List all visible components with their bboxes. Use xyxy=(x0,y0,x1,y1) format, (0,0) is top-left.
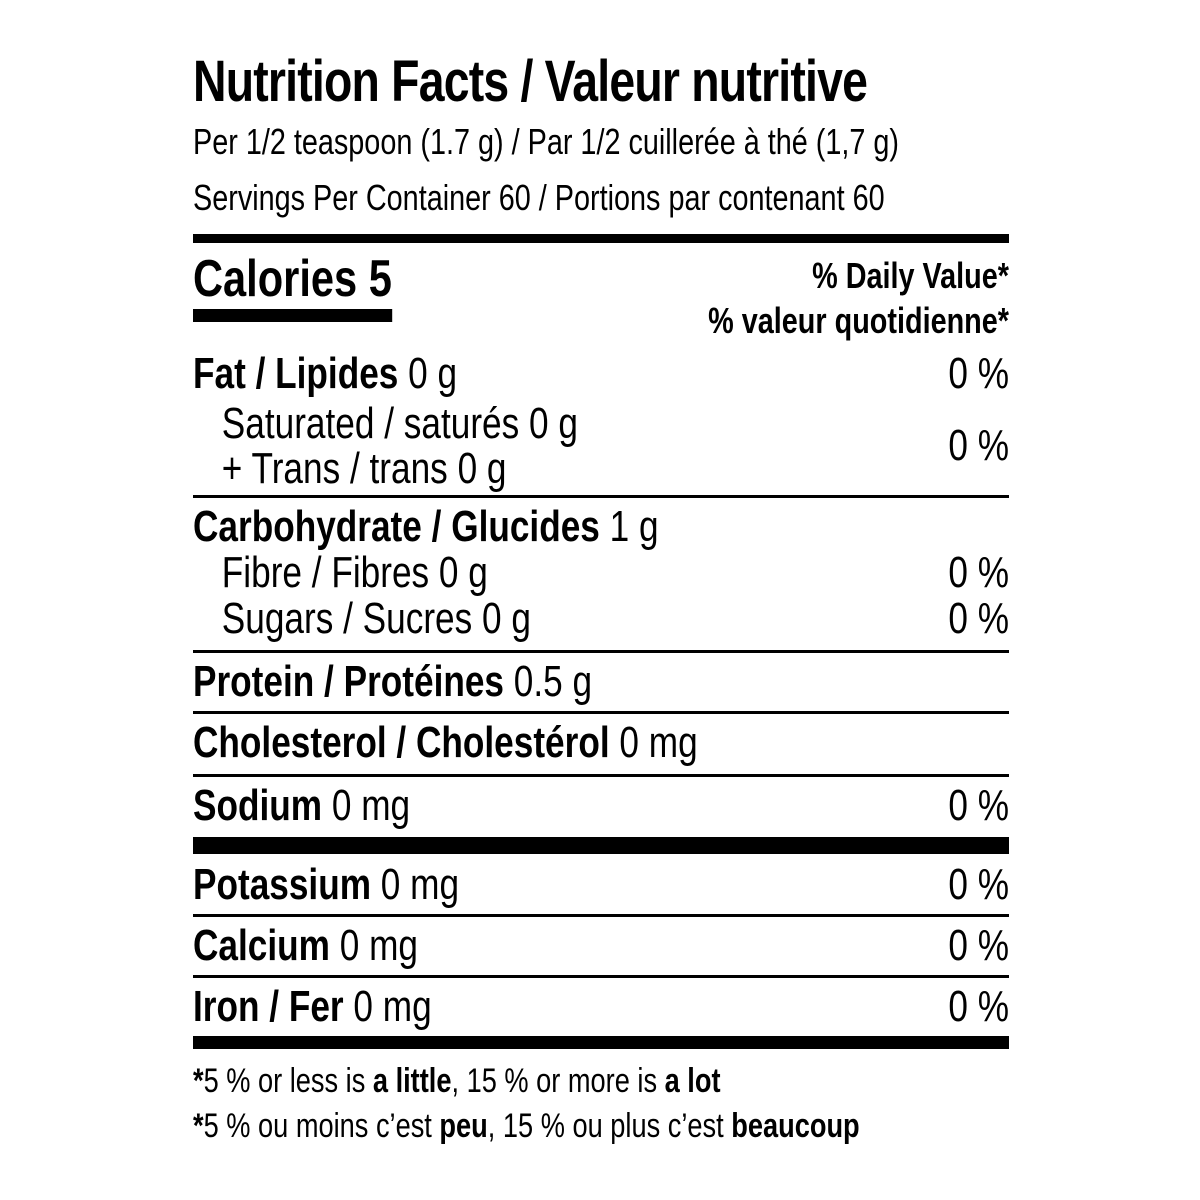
nutrient-row-carbohydrate: Carbohydrate / Glucides 1 g xyxy=(193,495,1009,550)
sodium-amount: 0 mg xyxy=(331,781,411,830)
sugars-name: Sugars / Sucres 0 g xyxy=(193,596,531,642)
nutrient-row-saturated-trans: Saturated / saturés 0 g + Trans / trans … xyxy=(193,401,1009,495)
label-title: Nutrition Facts / Valeur nutritive xyxy=(193,49,868,114)
calories-label: Calories xyxy=(193,250,358,308)
nutrient-row-fibre: Fibre / Fibres 0 g 0 % xyxy=(193,550,1009,596)
iron-amount: 0 mg xyxy=(353,982,432,1031)
calcium-daily-value: 0 % xyxy=(948,921,1009,970)
divider-thick-bottom xyxy=(193,1036,1009,1049)
saturated-trans-daily-value: 0 % xyxy=(948,421,1009,470)
carbohydrate-amount: 1 g xyxy=(609,502,659,551)
sodium-daily-value: 0 % xyxy=(948,781,1009,830)
potassium-name: Potassium 0 mg xyxy=(193,862,459,908)
footnote-fr-bold1: peu xyxy=(439,1107,488,1145)
nutrient-row-protein: Protein / Protéines 0.5 g xyxy=(193,650,1009,711)
footnote-fr-bold2: beaucoup xyxy=(731,1107,860,1145)
saturated-amount: 0 g xyxy=(529,399,578,448)
iron-label: Iron / Fer xyxy=(193,982,344,1031)
footnote-en: *5 % or less is a little, 15 % or more i… xyxy=(193,1059,1009,1104)
footnote-en-part2: , 15 % or more is xyxy=(451,1062,665,1100)
daily-value-header-en: % Daily Value* xyxy=(812,255,1009,296)
carbohydrate-name: Carbohydrate / Glucides 1 g xyxy=(193,504,659,550)
footnote-en-bold1: a little xyxy=(372,1062,452,1100)
nutrient-row-cholesterol: Cholesterol / Cholestérol 0 mg xyxy=(193,711,1009,774)
sugars-amount: 0 g xyxy=(482,594,531,643)
potassium-daily-value: 0 % xyxy=(948,860,1009,909)
potassium-amount: 0 mg xyxy=(380,860,460,909)
calories-value: Calories 5 xyxy=(193,253,392,322)
sugars-daily-value: 0 % xyxy=(948,594,1009,643)
calories-header-row: Calories 5 % Daily Value* % valeur quoti… xyxy=(193,243,1009,343)
footnote-fr-part1: 5 % ou moins c’est xyxy=(203,1107,440,1145)
fat-name: Fat / Lipides 0 g xyxy=(193,351,457,397)
fat-daily-value: 0 % xyxy=(948,349,1009,398)
potassium-label: Potassium xyxy=(193,860,372,909)
protein-label: Protein / Protéines xyxy=(193,657,505,706)
daily-value-header: % Daily Value* % valeur quotidienne* xyxy=(708,253,1009,343)
saturated-trans-names: Saturated / saturés 0 g + Trans / trans … xyxy=(193,401,578,491)
trans-label: + Trans / trans xyxy=(221,444,448,493)
iron-name: Iron / Fer 0 mg xyxy=(193,984,432,1030)
fibre-name: Fibre / Fibres 0 g xyxy=(193,550,488,596)
cholesterol-amount: 0 mg xyxy=(619,718,698,767)
nutrient-row-iron: Iron / Fer 0 mg 0 % xyxy=(193,975,1009,1036)
carbohydrate-label: Carbohydrate / Glucides xyxy=(193,502,600,551)
protein-amount: 0.5 g xyxy=(513,657,593,706)
footnote-en-star: * xyxy=(193,1062,204,1100)
footnotes: *5 % or less is a little, 15 % or more i… xyxy=(193,1059,1009,1149)
nutrient-row-fat: Fat / Lipides 0 g 0 % xyxy=(193,343,1009,401)
fibre-daily-value: 0 % xyxy=(948,548,1009,597)
footnote-en-bold2: a lot xyxy=(664,1062,721,1100)
trans-amount: 0 g xyxy=(457,444,507,493)
cholesterol-label: Cholesterol / Cholestérol xyxy=(193,718,610,767)
sodium-name: Sodium 0 mg xyxy=(193,783,410,829)
nutrient-row-calcium: Calcium 0 mg 0 % xyxy=(193,914,1009,975)
nutrient-row-potassium: Potassium 0 mg 0 % xyxy=(193,854,1009,914)
protein-name: Protein / Protéines 0.5 g xyxy=(193,659,592,705)
servings-per-container-line: Servings Per Container 60 / Portions par… xyxy=(193,177,885,218)
fibre-label: Fibre / Fibres xyxy=(221,548,430,597)
nutrient-row-sugars: Sugars / Sucres 0 g 0 % xyxy=(193,596,1009,650)
nutrient-row-sodium: Sodium 0 mg 0 % xyxy=(193,774,1009,837)
calcium-amount: 0 mg xyxy=(339,921,418,970)
divider-thick-middle xyxy=(193,837,1009,854)
fat-label: Fat / Lipides xyxy=(193,349,399,398)
cholesterol-name: Cholesterol / Cholestérol 0 mg xyxy=(193,720,698,766)
footnote-fr-star: * xyxy=(193,1107,204,1145)
saturated-label: Saturated / saturés xyxy=(221,399,520,448)
serving-size-line: Per 1/2 teaspoon (1.7 g) / Par 1/2 cuill… xyxy=(193,121,900,162)
calories-number: 5 xyxy=(368,250,392,308)
divider-thick-top xyxy=(193,234,1009,243)
footnote-fr-part2: , 15 % ou plus c’est xyxy=(487,1107,732,1145)
sodium-label: Sodium xyxy=(193,781,323,830)
nutrition-facts-label: Nutrition Facts / Valeur nutritive Per 1… xyxy=(193,50,1009,1149)
sugars-label: Sugars / Sucres xyxy=(221,594,473,643)
saturated-name: Saturated / saturés 0 g xyxy=(193,401,578,446)
iron-daily-value: 0 % xyxy=(948,982,1009,1031)
fibre-amount: 0 g xyxy=(438,548,488,597)
fat-amount: 0 g xyxy=(408,349,458,398)
footnote-en-part1: 5 % or less is xyxy=(203,1062,373,1100)
trans-name: + Trans / trans 0 g xyxy=(193,446,578,491)
footnote-fr: *5 % ou moins c’est peu, 15 % ou plus c’… xyxy=(193,1104,1009,1149)
daily-value-header-fr: % valeur quotidienne* xyxy=(708,300,1009,341)
calcium-name: Calcium 0 mg xyxy=(193,923,418,969)
calcium-label: Calcium xyxy=(193,921,330,970)
